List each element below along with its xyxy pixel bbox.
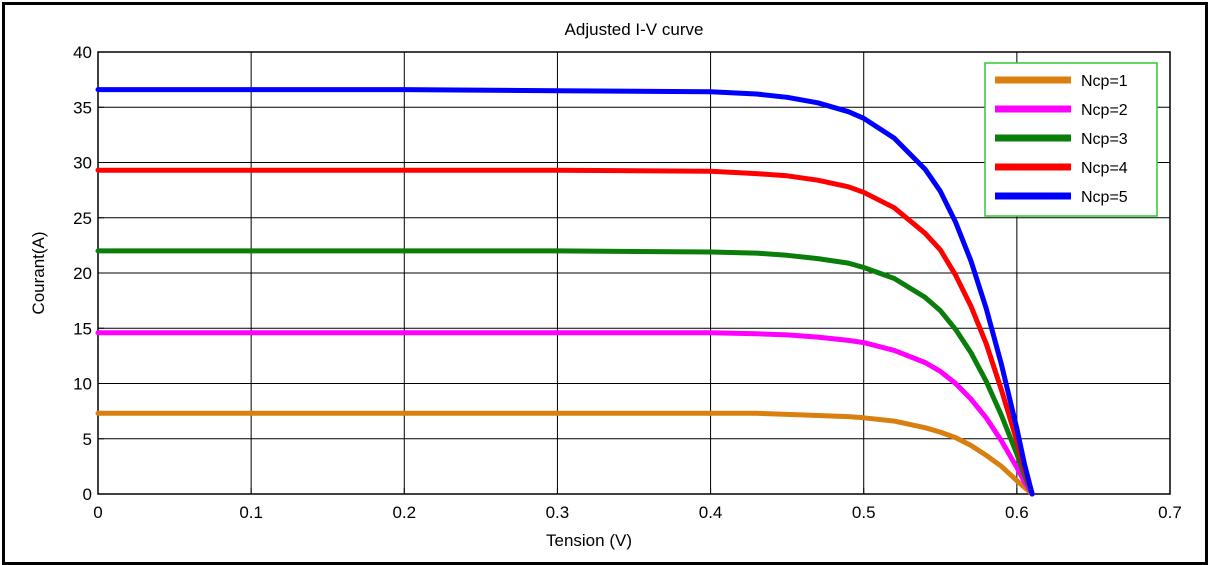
x-axis-title: Tension (V) [546, 531, 632, 550]
chart-title: Adjusted I-V curve [565, 20, 704, 39]
plot-area [97, 51, 1171, 495]
legend-label: Ncp=5 [1081, 189, 1128, 206]
series-line-1 [95, 410, 1035, 497]
x-tick-label: 0.1 [239, 503, 263, 522]
y-tick-label: 15 [73, 319, 92, 338]
x-tick-label: 0.3 [546, 503, 570, 522]
x-tick-label: 0.5 [852, 503, 876, 522]
y-tick-label: 40 [73, 43, 92, 62]
legend: Ncp=1 Ncp=2 Ncp=3 Ncp=4 Ncp=5 [984, 62, 1158, 217]
series-line-4 [95, 167, 1035, 497]
legend-label: Ncp=1 [1081, 73, 1128, 90]
x-tick-label: 0.6 [1005, 503, 1029, 522]
series-line-3 [95, 248, 1035, 497]
legend-label: Ncp=3 [1081, 131, 1128, 148]
legend-label: Ncp=4 [1081, 160, 1128, 177]
series-line-2 [95, 330, 1035, 497]
y-axis-title: Courant(A) [29, 231, 48, 314]
y-tick-label: 0 [83, 485, 92, 504]
series-line-5 [95, 87, 1035, 497]
x-tick-label: 0.4 [699, 503, 723, 522]
series-group [95, 87, 1035, 497]
y-tick-label: 35 [73, 98, 92, 117]
x-tick-label: 0.2 [392, 503, 416, 522]
x-tick-label: 0.7 [1158, 503, 1182, 522]
y-tick-label: 10 [73, 375, 92, 394]
y-tick-label: 5 [83, 430, 92, 449]
x-tick-label: 0 [93, 503, 102, 522]
tick-labels: 0 0.1 0.2 0.3 0.4 0.5 0.6 0.7 0 5 10 15 20 25 30 35 40 [73, 43, 1182, 522]
y-tick-label: 30 [73, 154, 92, 173]
y-tick-label: 20 [73, 264, 92, 283]
legend-label: Ncp=2 [1081, 102, 1128, 119]
y-tick-label: 25 [73, 209, 92, 228]
